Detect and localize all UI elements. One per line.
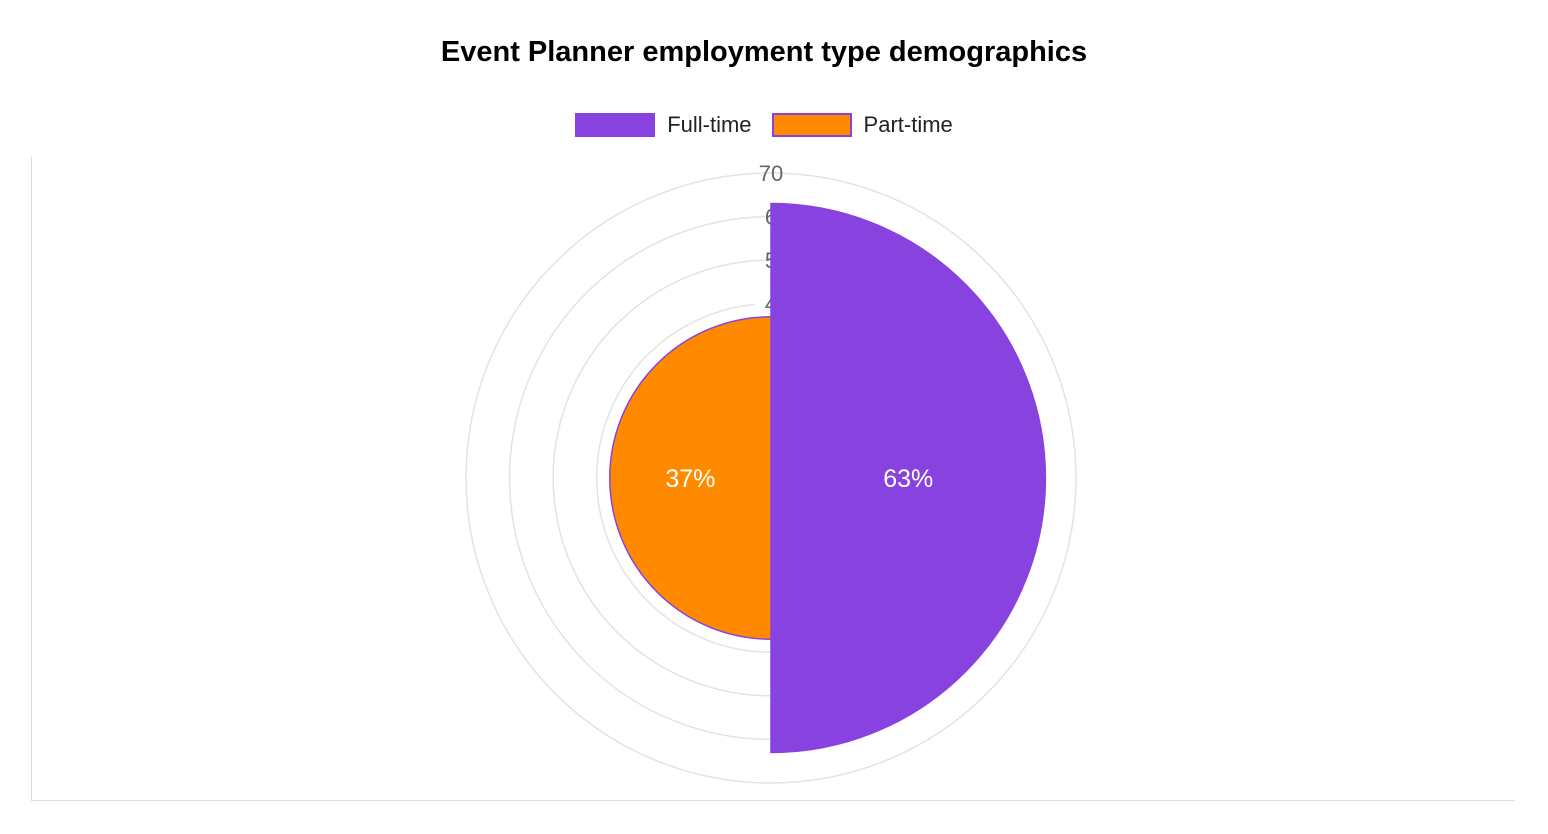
legend-item-full-time[interactable]: Full-time xyxy=(575,112,752,138)
legend: Full-time Part-time xyxy=(0,112,1528,138)
data-label-part-time: 37% xyxy=(665,465,715,493)
plot-area-frame xyxy=(31,156,1515,801)
legend-swatch-full-time xyxy=(575,113,656,137)
chart-title: Event Planner employment type demographi… xyxy=(440,36,1088,68)
grid-ring-70 xyxy=(465,172,1077,784)
data-label-full-time: 63% xyxy=(883,465,933,493)
sector-part-time[interactable] xyxy=(609,316,772,640)
legend-label-full-time: Full-time xyxy=(667,112,752,137)
legend-label-part-time: Part-time xyxy=(863,112,953,137)
legend-item-part-time[interactable]: Part-time xyxy=(771,112,953,138)
radial-tick-label-70: 70 xyxy=(759,161,783,186)
legend-swatch-part-time xyxy=(771,113,852,137)
sector-full-time[interactable] xyxy=(770,202,1047,754)
